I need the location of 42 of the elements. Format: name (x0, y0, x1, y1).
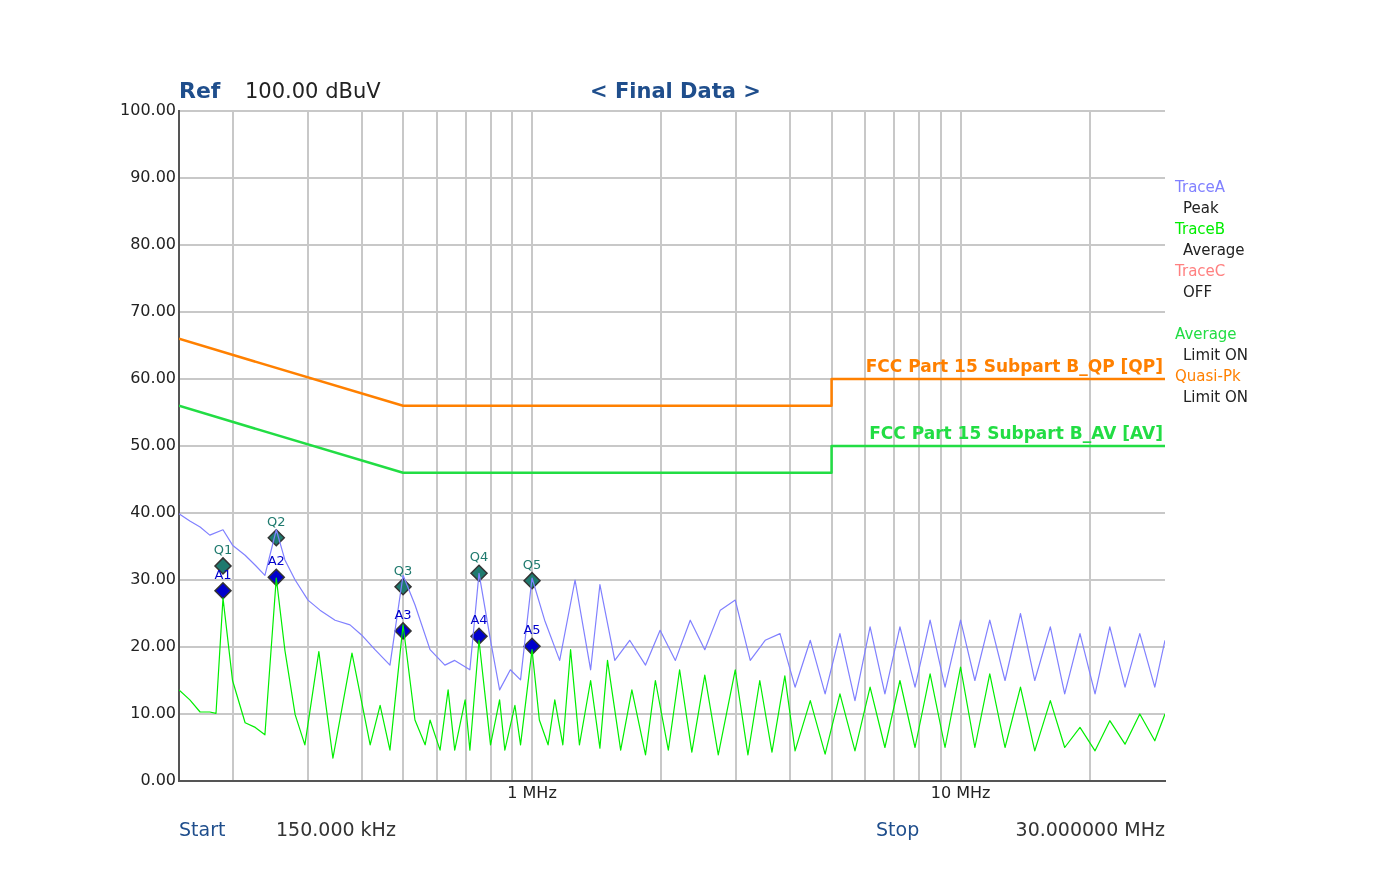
text: TraceC (1175, 262, 1226, 280)
text: Peak (1183, 199, 1219, 217)
text: Limit ON (1183, 388, 1248, 406)
x-tick-label: 1 MHz (507, 782, 557, 802)
annotation: A4 (470, 612, 488, 628)
text: TraceB (1175, 220, 1226, 238)
annotation: Q3 (393, 562, 413, 578)
series-label: FCC Part 15 Subpart B_AV [AV] (869, 422, 1163, 443)
y-tick-label: 30.00 (130, 569, 176, 589)
y-tick-label: 60.00 (130, 368, 176, 388)
y-tick-label: 50.00 (130, 435, 176, 455)
y-tick-label: 40.00 (130, 502, 176, 522)
annotation: Q2 (267, 513, 286, 529)
text: Start (179, 818, 226, 840)
series-label: FCC Part 15 Subpart B_QP [QP] (865, 355, 1163, 376)
text: OFF (1183, 283, 1213, 301)
text: Limit ON (1183, 346, 1248, 364)
text: 30.000000 MHz (1015, 818, 1165, 840)
annotation: Q5 (522, 556, 542, 572)
text: Quasi-Pk (1175, 367, 1241, 385)
y-tick-label: 0.00 (140, 770, 176, 790)
y-tick-label: 100.00 (120, 100, 176, 120)
text: Average (1183, 241, 1245, 259)
annotation: A3 (394, 606, 412, 622)
annotation: A5 (523, 622, 541, 638)
x-tick-label: 10 MHz (930, 782, 991, 802)
y-tick-label: 80.00 (130, 234, 176, 254)
annotation: A1 (214, 566, 232, 582)
y-tick-label: 70.00 (130, 301, 176, 321)
text: TraceA (1175, 178, 1226, 196)
annotation: Q4 (469, 549, 489, 565)
text: Ref (179, 78, 221, 103)
y-tick-label: 10.00 (130, 703, 176, 723)
chart-title: < Final Data > (590, 79, 761, 103)
annotation: A2 (267, 553, 285, 569)
y-tick-label: 20.00 (130, 636, 176, 656)
text: 100.00 dBuV (245, 79, 381, 103)
text: Average (1175, 325, 1237, 343)
y-tick-label: 90.00 (130, 167, 176, 187)
text: Stop (876, 818, 920, 840)
text: 150.000 kHz (276, 818, 396, 840)
annotation: Q1 (213, 541, 233, 557)
